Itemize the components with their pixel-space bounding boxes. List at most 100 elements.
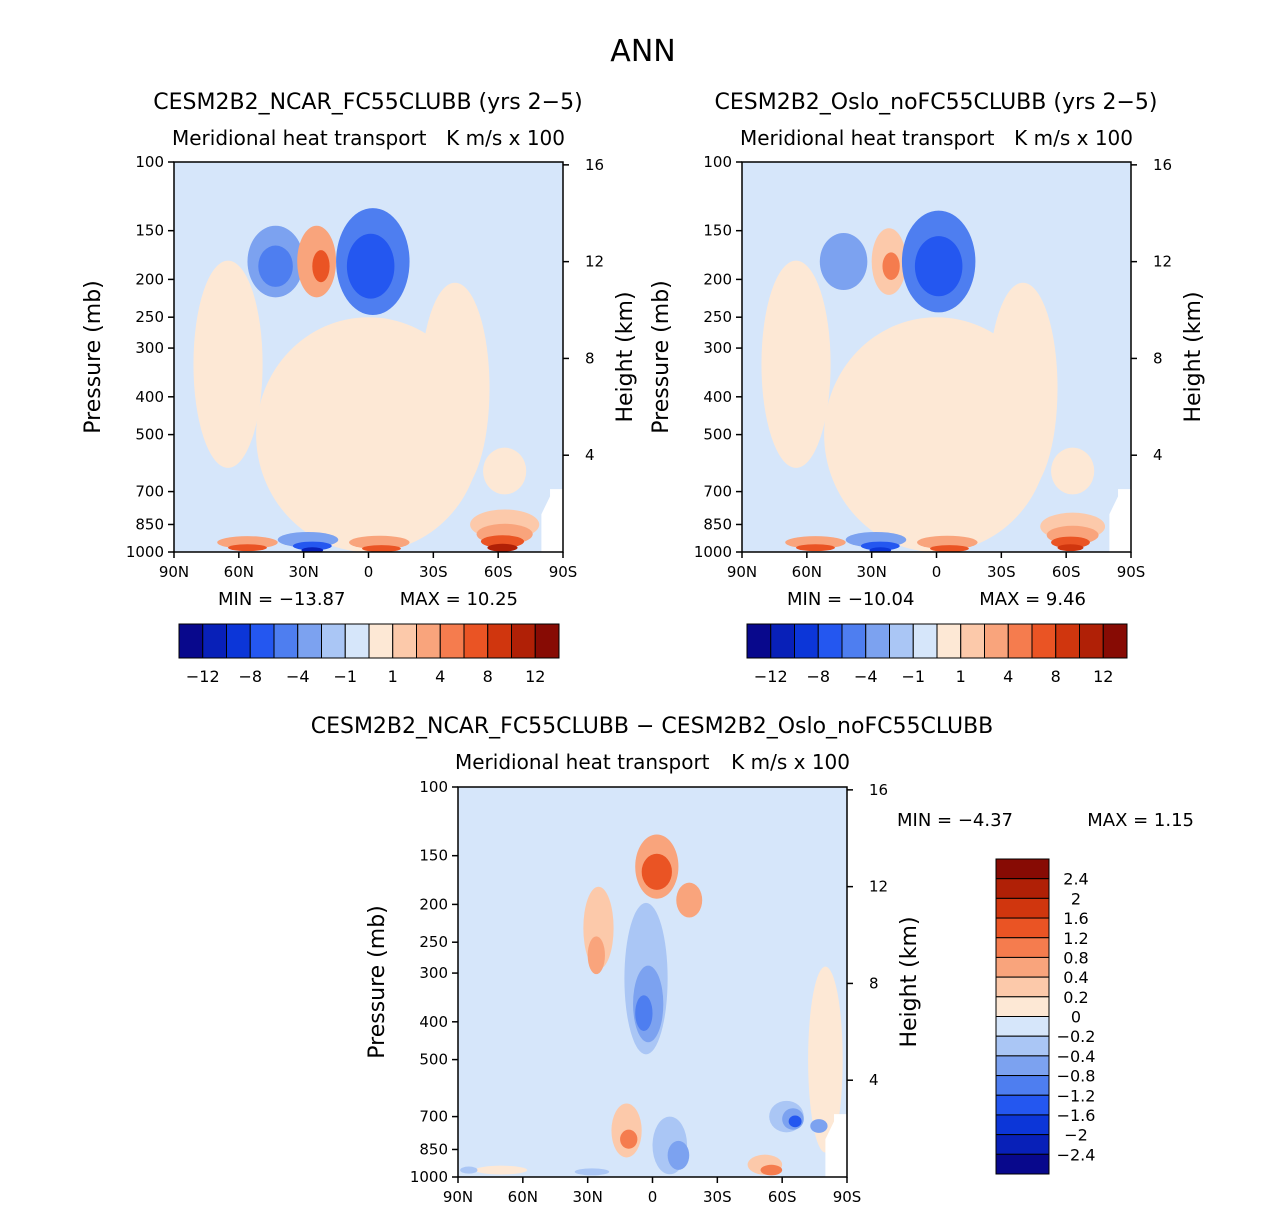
y-tick-label: 400 <box>419 1013 448 1031</box>
max-label: MAX = 10.25 <box>400 589 518 610</box>
colorbar-label: 1 <box>388 667 398 686</box>
contour-field <box>174 162 563 552</box>
colorbar-swatch <box>794 623 819 659</box>
x-tick-label: 90N <box>443 1188 473 1206</box>
y-tick-right-label: 4 <box>585 446 595 464</box>
colorbar-swatch <box>995 937 1050 958</box>
y-axis-label: Pressure (mb) <box>81 280 106 434</box>
x-tick-label: 30S <box>703 1188 732 1206</box>
panel-title: CESM2B2_NCAR_FC55CLUBB − CESM2B2_Oslo_no… <box>311 714 994 739</box>
contour-region <box>460 1166 478 1174</box>
colorbar-swatch <box>995 976 1050 998</box>
contour-region <box>301 547 324 552</box>
colorbar-swatch <box>995 996 1050 1017</box>
colorbar-swatch <box>995 878 1050 899</box>
contour-region <box>882 252 900 280</box>
x-tick-label: 60N <box>508 1188 538 1206</box>
y-tick-label: 300 <box>419 964 448 982</box>
y-tick-right-label: 8 <box>1153 349 1163 367</box>
x-tick-label: 90S <box>549 563 578 581</box>
y-tick-label: 250 <box>135 308 164 326</box>
x-tick-label: 60S <box>768 1188 797 1206</box>
y-tick-label: 700 <box>703 483 732 501</box>
colorbar-label: −12 <box>754 667 788 686</box>
y-tick-right-label: 4 <box>1153 446 1163 464</box>
y-axis-label-right: Height (km) <box>613 291 638 422</box>
contour-region <box>788 1115 802 1128</box>
y-tick-label: 100 <box>703 153 732 171</box>
colorbar-label: 0.8 <box>1063 948 1088 967</box>
y-tick-label: 200 <box>703 270 732 288</box>
y-axis-label: Pressure (mb) <box>649 280 674 434</box>
contour-region <box>1051 536 1090 549</box>
colorbar-label: 1.2 <box>1063 929 1088 948</box>
y-axis-label: Pressure (mb) <box>365 905 390 1059</box>
colorbar-swatch <box>995 917 1050 939</box>
y-tick-right-label: 4 <box>869 1071 879 1089</box>
y-axis-label-right: Height (km) <box>1181 291 1206 422</box>
colorbar-label: −8 <box>806 667 830 686</box>
y-tick-label: 850 <box>703 515 732 533</box>
contour-region <box>193 260 263 468</box>
contour-region <box>501 949 610 1177</box>
y-tick-label: 250 <box>419 933 448 951</box>
colorbar-swatch <box>368 623 394 659</box>
x-tick-label: 60S <box>484 563 513 581</box>
max-label: MAX = 1.15 <box>1087 810 1194 831</box>
colorbar-swatch <box>865 623 890 659</box>
colorbar: −12 −8 −4 −1 1 4 8 12 <box>746 623 1128 686</box>
colorbar-swatch <box>841 623 867 659</box>
colorbar-label: 0.2 <box>1063 988 1088 1007</box>
contour-region <box>761 260 831 468</box>
y-tick-label: 300 <box>135 339 164 357</box>
colorbar-swatch <box>439 623 465 659</box>
colorbar-label: 2 <box>1071 889 1081 908</box>
min-label: MIN = −13.87 <box>218 589 345 610</box>
x-tick-label: 30N <box>857 563 887 581</box>
y-tick-label: 150 <box>135 222 164 240</box>
y-tick-right-label: 8 <box>585 349 595 367</box>
y-tick-label: 500 <box>135 426 164 444</box>
colorbar-swatch <box>1102 623 1128 659</box>
colorbar-label: −4 <box>286 667 310 686</box>
colorbar: −12 −8 −4 −1 1 4 8 12 <box>178 623 560 686</box>
y-axis-label-right: Height (km) <box>897 916 922 1047</box>
contour-region <box>917 535 978 550</box>
x-tick-label: 0 <box>648 1188 658 1206</box>
x-tick-label: 60N <box>792 563 822 581</box>
colorbar-swatch <box>995 1153 1050 1175</box>
colorbar-swatch <box>1007 623 1033 659</box>
y-tick-label: 700 <box>135 483 164 501</box>
colorbar-swatch <box>936 623 962 659</box>
colorbar-swatch <box>912 623 938 659</box>
x-tick-label: 0 <box>932 563 942 581</box>
contour-region <box>635 995 653 1032</box>
x-tick-label: 30N <box>289 563 319 581</box>
colorbar-label: 1 <box>956 667 966 686</box>
colorbar-label: 0 <box>1071 1008 1081 1027</box>
y-tick-label: 500 <box>703 426 732 444</box>
colorbar-label: 2.4 <box>1063 870 1088 889</box>
colorbar-label: 4 <box>435 667 445 686</box>
y-tick-label: 200 <box>135 270 164 288</box>
colorbar-swatch <box>995 897 1050 919</box>
figure-title: ANN <box>610 34 675 69</box>
colorbar-swatch <box>487 623 512 659</box>
colorbar-label: 1.6 <box>1063 909 1088 928</box>
x-tick-label: 60S <box>1052 563 1081 581</box>
colorbar-swatch <box>995 1035 1050 1057</box>
y-tick-label: 500 <box>419 1051 448 1069</box>
x-tick-label: 30S <box>987 563 1016 581</box>
min-label: MIN = −4.37 <box>897 810 1013 831</box>
contour-region <box>914 236 963 297</box>
panel-subtitle-right: K m/s x 100 <box>731 750 850 774</box>
contour-region <box>620 1129 638 1149</box>
colorbar-swatch <box>995 1134 1050 1155</box>
contour-field <box>742 162 1131 552</box>
colorbar-label: −1.2 <box>1057 1086 1096 1105</box>
colorbar-swatch <box>960 623 985 659</box>
panel-difference: CESM2B2_NCAR_FC55CLUBB − CESM2B2_Oslo_no… <box>311 714 1194 1206</box>
x-tick-label: 0 <box>364 563 374 581</box>
contour-region <box>988 282 1058 494</box>
